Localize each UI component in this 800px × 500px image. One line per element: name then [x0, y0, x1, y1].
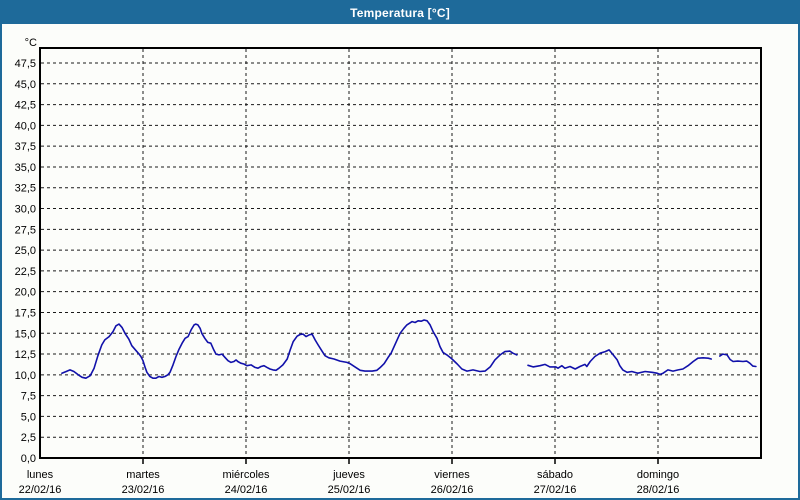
y-tick-label: 10,0 [15, 370, 36, 382]
x-date-label: 26/02/16 [431, 484, 474, 496]
temperature-line-chart: °C 47,5 45,0 42,5 40,0 37,5 35,0 32,5 30,0 27,5 25… [15, 37, 762, 496]
x-date-label: 24/02/16 [225, 484, 268, 496]
y-tick-label: 0,0 [21, 453, 36, 465]
y-tick-label: 22,5 [15, 266, 36, 278]
y-tick-label: 42,5 [15, 100, 36, 112]
x-date-label: 22/02/16 [19, 484, 62, 496]
x-day-label: miércoles [222, 469, 270, 481]
y-tick-label: 12,5 [15, 349, 36, 361]
x-day-label: jueves [332, 469, 365, 481]
titlebar: Temperatura [°C] [2, 2, 798, 24]
y-tick-label: 30,0 [15, 204, 36, 216]
x-date-label: 25/02/16 [328, 484, 371, 496]
y-tick-label: 40,0 [15, 120, 36, 132]
y-tick-label: 35,0 [15, 162, 36, 174]
window-title: Temperatura [°C] [350, 6, 450, 20]
y-tick-label: 25,0 [15, 245, 36, 257]
temperature-curve-segment [527, 349, 713, 376]
y-tick-label: 17,5 [15, 307, 36, 319]
x-day-label: martes [126, 469, 160, 481]
x-day-label: viernes [434, 469, 470, 481]
y-tick-label: 20,0 [15, 287, 36, 299]
x-date-label: 23/02/16 [122, 484, 165, 496]
y-tick-label: 2,5 [21, 432, 36, 444]
y-tick-label: 15,0 [15, 328, 36, 340]
x-day-label: sábado [537, 469, 573, 481]
y-tick-label: 27,5 [15, 224, 36, 236]
y-tick-label: 45,0 [15, 79, 36, 91]
temperature-curve-segment [61, 319, 518, 380]
x-date-label: 27/02/16 [534, 484, 577, 496]
y-tick-label: 37,5 [15, 141, 36, 153]
temperature-curve-segment [718, 353, 757, 368]
y-tick-label: 7,5 [21, 391, 36, 403]
x-day-label: lunes [27, 469, 54, 481]
y-tick-label: 5,0 [21, 411, 36, 423]
y-axis-unit-label: °C [25, 37, 37, 49]
x-date-label: 28/02/16 [637, 484, 680, 496]
y-tick-label: 32,5 [15, 183, 36, 195]
plot-border [39, 47, 762, 459]
x-day-label: domingo [637, 469, 679, 481]
y-tick-label: 47,5 [15, 58, 36, 70]
